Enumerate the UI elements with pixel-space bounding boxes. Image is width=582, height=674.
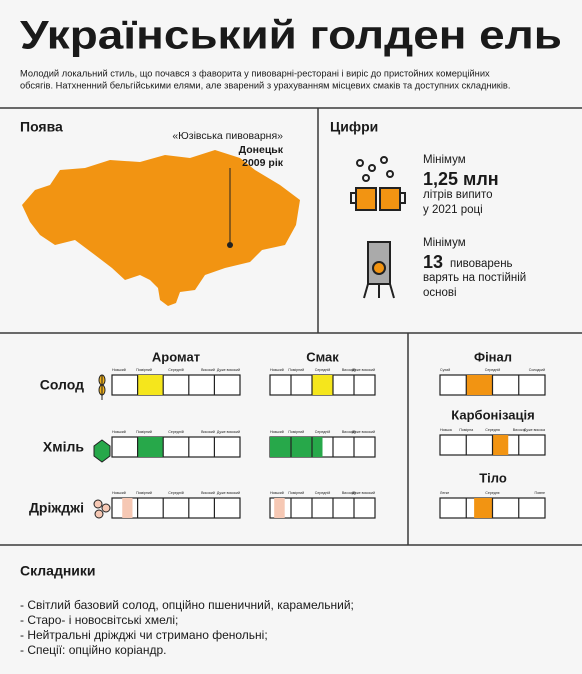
scale-bar <box>269 497 376 519</box>
row-label: Хміль <box>43 439 84 455</box>
figure-value: 13 <box>423 252 443 272</box>
scale-label: Високий <box>201 430 215 434</box>
scale-label: Солодкий <box>529 368 545 372</box>
hop-icon <box>93 439 111 463</box>
row-label: Дріжджі <box>29 500 84 516</box>
ingredient: - Спеції: опційно коріандр. <box>20 643 166 657</box>
scale-label: Дуже високий <box>352 430 375 434</box>
scale-label: Сухий <box>440 368 450 372</box>
column-heading: Смак <box>306 349 339 364</box>
scale-label: Дуже високий <box>217 430 240 434</box>
section-heading: Складники <box>20 563 96 579</box>
scale-highlight <box>122 498 133 518</box>
scale-highlight <box>474 498 493 518</box>
figure-text: літрів випито <box>423 189 493 201</box>
scale-label: Повне <box>535 491 545 495</box>
scale-label: Висока <box>513 428 525 432</box>
row-label: Солод <box>40 377 84 393</box>
scale-label: Високий <box>342 491 356 495</box>
scale-label: Дуже високий <box>217 368 240 372</box>
scale-bar <box>111 497 241 519</box>
city: Донецьк <box>239 144 284 156</box>
scale-label: Помірна <box>459 428 473 432</box>
scale-highlight <box>270 437 323 457</box>
scale-bar <box>111 436 241 458</box>
characteristic-heading: Тіло <box>479 470 507 485</box>
intro-line: Молодий локальний стиль, що почався з фа… <box>20 68 490 78</box>
scale-label: Легке <box>440 491 449 495</box>
scale-highlight <box>274 498 285 518</box>
scale-highlight <box>492 435 509 455</box>
scale-label: Низький <box>112 491 126 495</box>
scale-label: Середня <box>485 428 500 432</box>
scale-label: Низький <box>270 430 284 434</box>
scale-label: Помірний <box>136 368 152 372</box>
figure-label: Мінімум <box>423 154 466 166</box>
scale-label: Середній <box>315 430 330 434</box>
scale-highlight <box>466 375 493 395</box>
scale-bar <box>111 374 241 396</box>
year: 2009 рік <box>242 157 284 169</box>
silo-icon <box>363 241 395 299</box>
scale-label: Високий <box>201 368 215 372</box>
ingredient: - Нейтральні дріжджі чи стримано фенольн… <box>20 628 268 642</box>
intro-line: обсягів. Натхненний бельгійськими елями,… <box>20 80 510 90</box>
figure-text: варять на постійній <box>423 272 526 284</box>
scale-label: Низький <box>112 430 126 434</box>
figure-label: Мінімум <box>423 237 466 249</box>
figure-text: у 2021 році <box>423 204 483 216</box>
scale-label: Середній <box>168 368 183 372</box>
malt-icon <box>98 374 106 400</box>
scale-label: Помірний <box>288 430 304 434</box>
ingredient: - Старо- і новосвітські хмелі; <box>20 613 178 627</box>
scale-highlight <box>137 437 164 457</box>
scale-label: Середній <box>315 368 330 372</box>
scale-label: Низький <box>270 368 284 372</box>
scale-label: Низький <box>112 368 126 372</box>
scale-label: Середній <box>168 491 183 495</box>
figure-value: 1,25 млн <box>423 169 499 189</box>
scale-label: Високий <box>201 491 215 495</box>
scale-label: Високий <box>342 430 356 434</box>
column-heading: Аромат <box>152 349 200 364</box>
scale-label: Середній <box>315 491 330 495</box>
scale-label: Середній <box>168 430 183 434</box>
scale-label: Середнє <box>485 491 500 495</box>
scale-label: Середній <box>485 368 500 372</box>
brewery: «Юзівська пивоварня» <box>172 130 283 142</box>
characteristic-heading: Карбонізація <box>451 407 534 422</box>
beer-icon <box>350 156 406 211</box>
scale-label: Помірний <box>136 491 152 495</box>
scale-highlight <box>137 375 164 395</box>
yeast-icon <box>93 499 111 519</box>
scale-label: Дуже високий <box>352 491 375 495</box>
scale-label: Дуже високий <box>352 368 375 372</box>
scale-label: Низька <box>440 428 452 432</box>
scale-label: Дуже висока <box>524 428 545 432</box>
scale-label: Помірний <box>288 491 304 495</box>
section-heading: Цифри <box>330 119 378 135</box>
pointer-dot <box>227 242 233 248</box>
title: Український голден ель <box>20 14 562 58</box>
figure-text: основі <box>423 287 457 299</box>
characteristic-heading: Фінал <box>474 349 512 364</box>
scale-label: Низький <box>270 491 284 495</box>
figure-text: пивоварень <box>450 258 513 270</box>
section-heading: Поява <box>20 119 63 135</box>
ingredient: - Світлий базовий солод, опційно пшеничн… <box>20 598 354 612</box>
scale-highlight <box>312 375 333 395</box>
scale-label: Високий <box>342 368 356 372</box>
scale-label: Дуже високий <box>217 491 240 495</box>
scale-label: Помірний <box>136 430 152 434</box>
scale-label: Помірний <box>288 368 304 372</box>
